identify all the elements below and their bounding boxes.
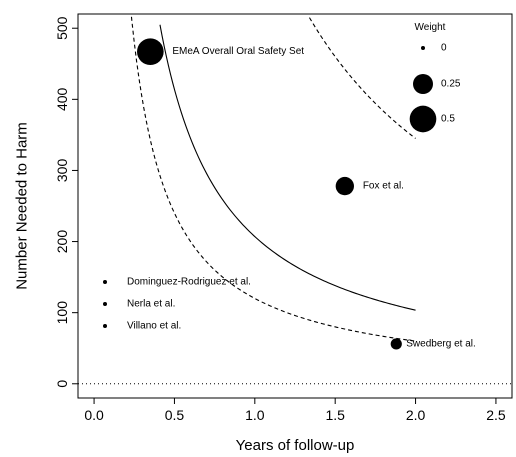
legend-label: 0.25 <box>441 79 461 90</box>
legend-marker <box>413 74 433 94</box>
y-tick-label: 300 <box>54 159 70 183</box>
point-label: Nerla et al. <box>127 299 175 310</box>
legend-marker <box>421 46 425 50</box>
data-point <box>103 280 107 284</box>
point-labels: EMeA Overall Oral Safety Set Fox et al. Sw… <box>127 46 476 349</box>
y-tick-label: 100 <box>54 301 70 325</box>
x-tick-label: 1.5 <box>325 407 345 423</box>
y-axis-title: Number Needed to Harm <box>14 122 31 290</box>
data-point <box>103 324 107 328</box>
plot-frame <box>77 13 513 399</box>
point-label: Swedberg et al. <box>406 338 476 349</box>
dashed-curve <box>308 17 416 139</box>
y-tick-label: 500 <box>54 16 70 40</box>
x-tick-label: 0.0 <box>84 407 104 423</box>
axes: 0.0 0.5 1.0 1.5 2.0 2.5 0 100 200 300 400 500 <box>54 16 506 423</box>
data-point <box>137 38 164 66</box>
legend-label: 0 <box>441 43 447 54</box>
data-points <box>103 38 402 350</box>
x-tick-label: 1.0 <box>245 407 265 423</box>
x-tick-label: 2.5 <box>486 407 506 423</box>
x-tick-label: 0.5 <box>165 407 185 423</box>
point-label: Villano et al. <box>127 321 181 332</box>
y-tick-label: 400 <box>54 87 70 111</box>
fit-curves <box>130 14 416 342</box>
y-tick-label: 0 <box>54 380 70 388</box>
solid-curve <box>159 24 416 311</box>
y-tick-label: 200 <box>54 230 70 254</box>
point-label: Dominguez-Rodriguez et al. <box>127 277 251 288</box>
legend: Weight 0 0.25 0.5 <box>409 22 461 133</box>
x-axis-title: Years of follow-up <box>236 437 355 454</box>
legend-marker <box>409 105 437 133</box>
point-label: EMeA Overall Oral Safety Set <box>172 46 304 57</box>
legend-label: 0.5 <box>441 114 455 125</box>
data-point <box>390 338 402 350</box>
point-label: Fox et al. <box>363 181 404 192</box>
data-point <box>103 302 107 306</box>
x-tick-label: 2.0 <box>406 407 426 423</box>
data-point <box>335 176 354 196</box>
legend-title: Weight <box>415 22 446 33</box>
